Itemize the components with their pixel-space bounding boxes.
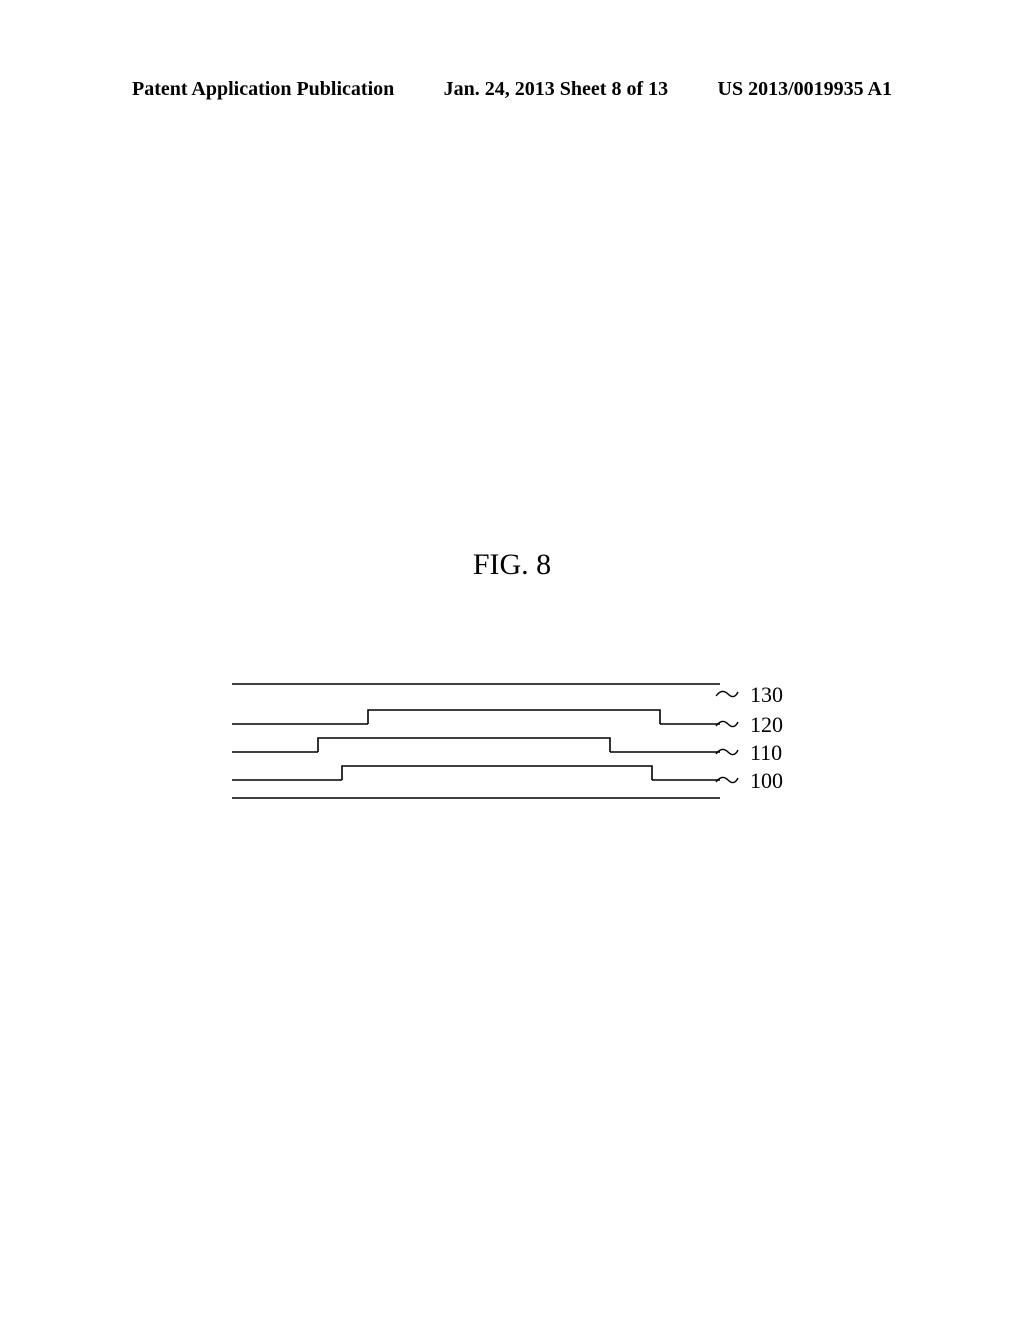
figure-8-diagram: 130 120 110 100	[222, 650, 802, 810]
layer-label-120: 120	[750, 712, 783, 737]
header-center: Jan. 24, 2013 Sheet 8 of 13	[444, 78, 668, 101]
page-header: Patent Application Publication Jan. 24, …	[0, 78, 1024, 101]
layer-label-100: 100	[750, 768, 783, 793]
header-left: Patent Application Publication	[132, 78, 394, 101]
layer-label-110: 110	[750, 740, 782, 765]
figure-title: FIG. 8	[0, 548, 1024, 582]
header-right: US 2013/0019935 A1	[718, 78, 892, 101]
page-header-inner: Patent Application Publication Jan. 24, …	[132, 78, 892, 101]
layer-label-130: 130	[750, 682, 783, 707]
